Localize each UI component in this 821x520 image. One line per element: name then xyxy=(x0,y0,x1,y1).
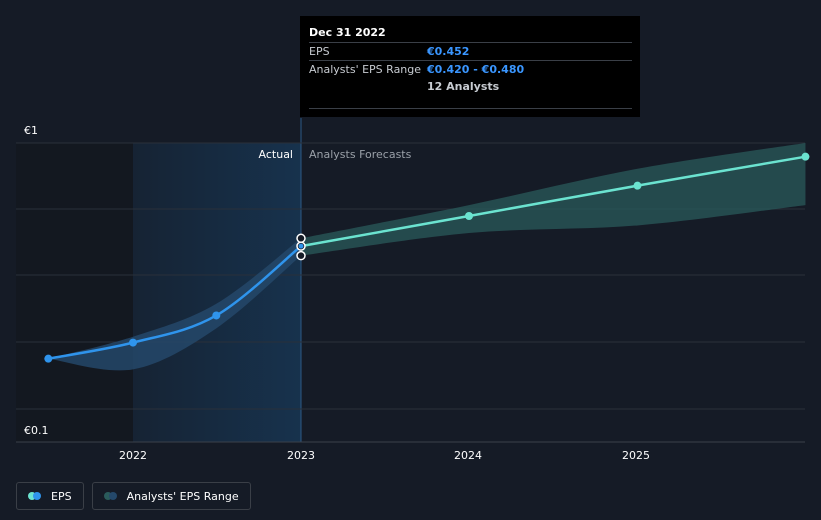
x-tick-label: 2025 xyxy=(622,449,650,462)
tooltip-eps-value: €0.452 xyxy=(427,45,470,58)
tooltip-range-row: Analysts' EPS Range €0.420 - €0.480 xyxy=(309,60,632,78)
tooltip-analysts-row: 12 Analysts xyxy=(309,78,632,95)
legend-eps-label: EPS xyxy=(51,489,72,503)
range-high-point xyxy=(296,233,306,244)
forecast-region-label: Analysts Forecasts xyxy=(309,148,412,161)
range-legend-icon xyxy=(103,492,118,500)
tooltip-date: Dec 31 2022 xyxy=(309,26,386,39)
actual-region xyxy=(133,143,301,442)
chart-tooltip: Dec 31 2022 EPS €0.452 Analysts' EPS Ran… xyxy=(300,16,640,117)
eps-forecast-line xyxy=(300,155,806,248)
x-tick-label: 2022 xyxy=(119,449,147,462)
legend-range-toggle[interactable]: Analysts' EPS Range xyxy=(91,482,251,510)
x-tick-label: 2024 xyxy=(454,449,482,462)
y-axis-top-label: €1 xyxy=(24,124,38,137)
actual-eps-range-area xyxy=(48,238,302,371)
tooltip-eps-row: EPS €0.452 xyxy=(309,42,632,60)
legend-eps-toggle[interactable]: EPS xyxy=(16,482,84,510)
past-region xyxy=(16,143,133,442)
eps-forecast-point xyxy=(633,181,642,190)
eps-actual-line xyxy=(48,245,302,360)
eps-forecast-point xyxy=(801,152,810,161)
tooltip-range-label: Analysts' EPS Range xyxy=(309,63,422,76)
tooltip-range-value: €0.420 - €0.480 xyxy=(427,63,525,76)
chart-legend: EPS Analysts' EPS Range xyxy=(16,482,251,510)
tooltip-divider xyxy=(309,108,632,109)
eps-forecast-point xyxy=(465,211,473,220)
legend-range-label: Analysts' EPS Range xyxy=(126,489,239,503)
eps-actual-point xyxy=(44,354,53,363)
eps-highlight-point-core xyxy=(298,243,304,249)
eps-actual-point xyxy=(212,311,221,320)
eps-legend-icon xyxy=(28,492,42,500)
x-tick-label: 2023 xyxy=(287,449,315,462)
y-axis-bottom-label: €0.1 xyxy=(24,424,49,437)
actual-region-label: Actual xyxy=(259,148,293,161)
tooltip-eps-label: EPS xyxy=(309,45,330,58)
range-low-point xyxy=(296,250,306,261)
eps-actual-point xyxy=(129,338,137,347)
forecast-eps-range-area xyxy=(301,143,806,256)
tooltip-analysts-count: 12 Analysts xyxy=(427,80,500,93)
